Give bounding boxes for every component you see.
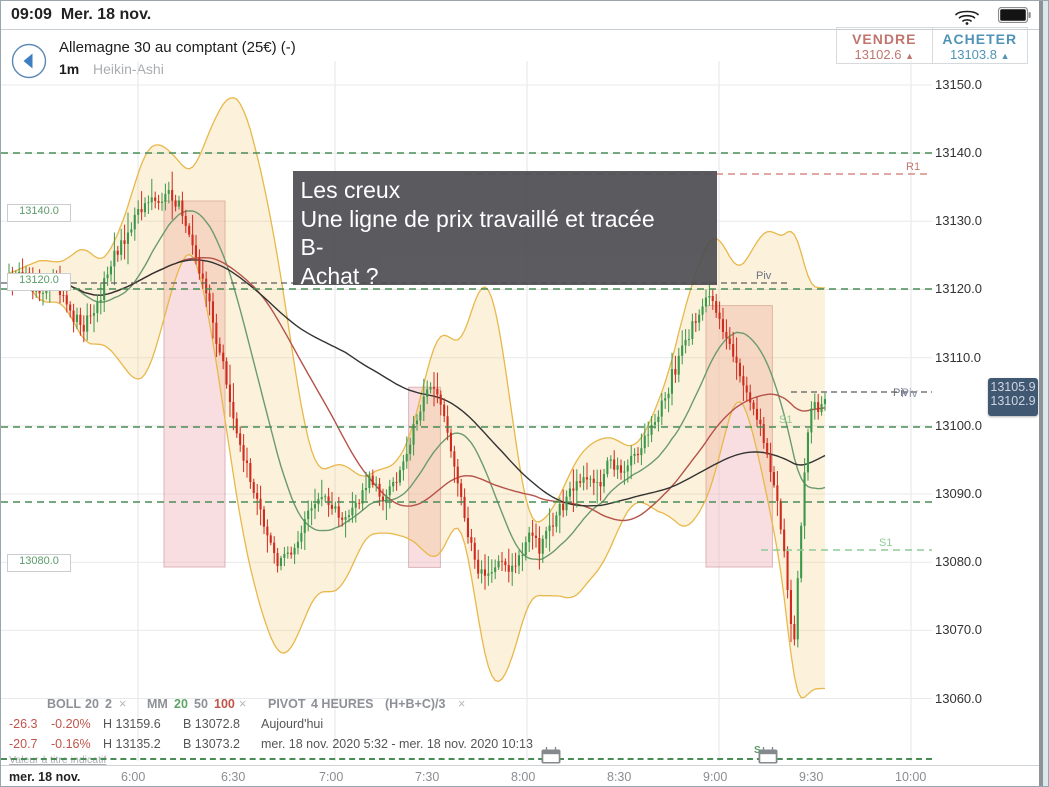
svg-text:S1: S1	[879, 537, 892, 549]
svg-text:Piv: Piv	[756, 270, 772, 282]
svg-text:S1: S1	[779, 414, 792, 426]
svg-text:R1: R1	[906, 161, 920, 173]
